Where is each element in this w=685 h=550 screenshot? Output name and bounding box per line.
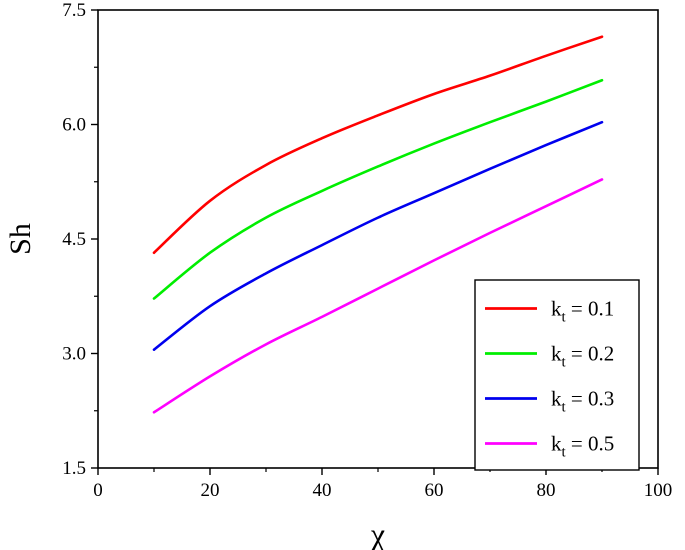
legend: kt = 0.1 kt = 0.2 kt = 0.3 kt = 0.5 bbox=[474, 279, 640, 471]
legend-label-2: kt = 0.2 bbox=[551, 342, 614, 371]
x-axis-title: χ bbox=[370, 516, 386, 550]
x-tick-label: 80 bbox=[537, 480, 556, 501]
y-tick-label: 7.5 bbox=[62, 0, 86, 21]
legend-box bbox=[474, 279, 640, 471]
y-tick-label: 4.5 bbox=[62, 229, 86, 250]
tick-labels-layer: 0 20 40 60 80 100 1.5 3.0 4.5 6.0 7.5 bbox=[62, 0, 672, 501]
legend-label-4: kt = 0.5 bbox=[551, 432, 614, 461]
x-tick-label: 20 bbox=[201, 480, 220, 501]
x-tick-label: 40 bbox=[313, 480, 332, 501]
series-layer bbox=[152, 35, 604, 414]
y-axis-title: Sh bbox=[4, 223, 37, 255]
legend-label-3: kt = 0.3 bbox=[551, 387, 614, 416]
y-tick-label: 1.5 bbox=[62, 458, 86, 479]
series-line-3 bbox=[152, 120, 604, 351]
series-line-2 bbox=[152, 78, 604, 300]
series-line-4 bbox=[152, 178, 604, 414]
legend-label-1: kt = 0.1 bbox=[551, 297, 614, 326]
x-tick-label: 0 bbox=[93, 480, 103, 501]
y-tick-label: 3.0 bbox=[62, 344, 86, 365]
x-tick-label: 60 bbox=[425, 480, 444, 501]
x-tick-label: 100 bbox=[644, 480, 673, 501]
series-line-1 bbox=[152, 35, 604, 255]
y-tick-label: 6.0 bbox=[62, 115, 86, 136]
